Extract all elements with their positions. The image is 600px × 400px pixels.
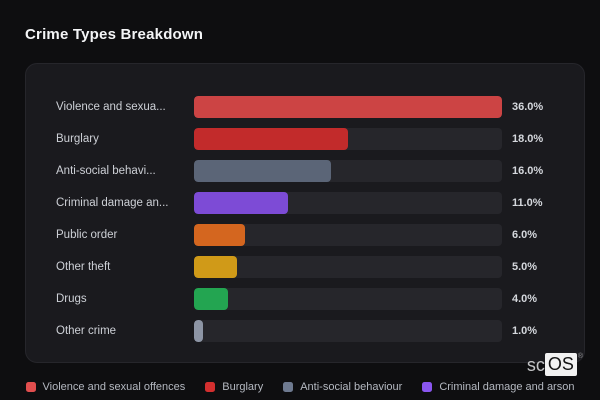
bar[interactable] bbox=[194, 192, 289, 214]
bar-row: Public order 6.0% bbox=[56, 224, 562, 246]
legend-color-swatch bbox=[205, 382, 216, 392]
watermark-logo: sc OS ® bbox=[527, 353, 583, 376]
bar-row: Drugs 4.0% bbox=[56, 288, 562, 310]
bar[interactable] bbox=[194, 96, 502, 118]
page-title: Crime Types Breakdown bbox=[25, 26, 204, 43]
bar[interactable] bbox=[194, 320, 203, 342]
value-label: 5.0% bbox=[512, 261, 538, 273]
bar-track bbox=[194, 320, 502, 342]
legend-color-swatch bbox=[283, 382, 294, 392]
legend-item[interactable]: Anti-social behaviour bbox=[283, 381, 402, 393]
value-label: 11.0% bbox=[512, 197, 543, 209]
chart-legend: Violence and sexual offences Burglary An… bbox=[0, 381, 600, 393]
value-label: 1.0% bbox=[512, 325, 538, 337]
bar[interactable] bbox=[194, 288, 229, 310]
bar-row: Burglary 18.0% bbox=[56, 128, 562, 150]
category-label: Burglary bbox=[56, 133, 99, 145]
value-label: 6.0% bbox=[512, 229, 538, 241]
bar-row: Anti-social behavi... 16.0% bbox=[56, 160, 562, 182]
bar-track bbox=[194, 288, 502, 310]
watermark-prefix: sc bbox=[526, 355, 545, 375]
watermark-box: OS bbox=[544, 353, 577, 376]
bar[interactable] bbox=[194, 160, 331, 182]
bar[interactable] bbox=[194, 128, 348, 150]
legend-color-swatch bbox=[422, 382, 433, 392]
bar-row: Violence and sexua... 36.0% bbox=[56, 96, 562, 118]
category-label: Other theft bbox=[56, 261, 111, 273]
legend-label: Anti-social behaviour bbox=[300, 381, 403, 393]
bar-row: Other crime 1.0% bbox=[56, 320, 562, 342]
bar-track bbox=[194, 224, 502, 246]
value-label: 18.0% bbox=[512, 133, 544, 145]
bar-track bbox=[194, 160, 502, 182]
category-label: Public order bbox=[56, 229, 118, 241]
bar[interactable] bbox=[194, 256, 237, 278]
bar-track bbox=[194, 96, 502, 118]
value-label: 36.0% bbox=[512, 101, 544, 113]
category-label: Violence and sexua... bbox=[56, 101, 166, 113]
chart-card: Violence and sexua... 36.0% Burglary 18.… bbox=[25, 63, 585, 363]
bar-track bbox=[194, 256, 502, 278]
category-label: Anti-social behavi... bbox=[56, 165, 156, 177]
bar-track bbox=[194, 128, 502, 150]
registered-mark-icon: ® bbox=[577, 353, 583, 360]
bar-chart: Violence and sexua... 36.0% Burglary 18.… bbox=[56, 96, 562, 342]
value-label: 4.0% bbox=[512, 293, 538, 305]
bar-row: Other theft 5.0% bbox=[56, 256, 562, 278]
legend-item[interactable]: Violence and sexual offences bbox=[25, 381, 186, 393]
category-label: Criminal damage an... bbox=[56, 197, 169, 209]
value-label: 16.0% bbox=[512, 165, 544, 177]
category-label: Other crime bbox=[56, 325, 117, 337]
legend-label: Burglary bbox=[222, 381, 264, 393]
bar[interactable] bbox=[194, 224, 246, 246]
legend-item[interactable]: Criminal damage and arson bbox=[422, 381, 574, 393]
legend-item[interactable]: Burglary bbox=[205, 381, 263, 393]
bar-row: Criminal damage an... 11.0% bbox=[56, 192, 562, 214]
legend-color-swatch bbox=[25, 382, 36, 392]
legend-label: Criminal damage and arson bbox=[439, 381, 575, 393]
category-label: Drugs bbox=[56, 293, 87, 305]
legend-label: Violence and sexual offences bbox=[42, 381, 186, 393]
bar-track bbox=[194, 192, 502, 214]
